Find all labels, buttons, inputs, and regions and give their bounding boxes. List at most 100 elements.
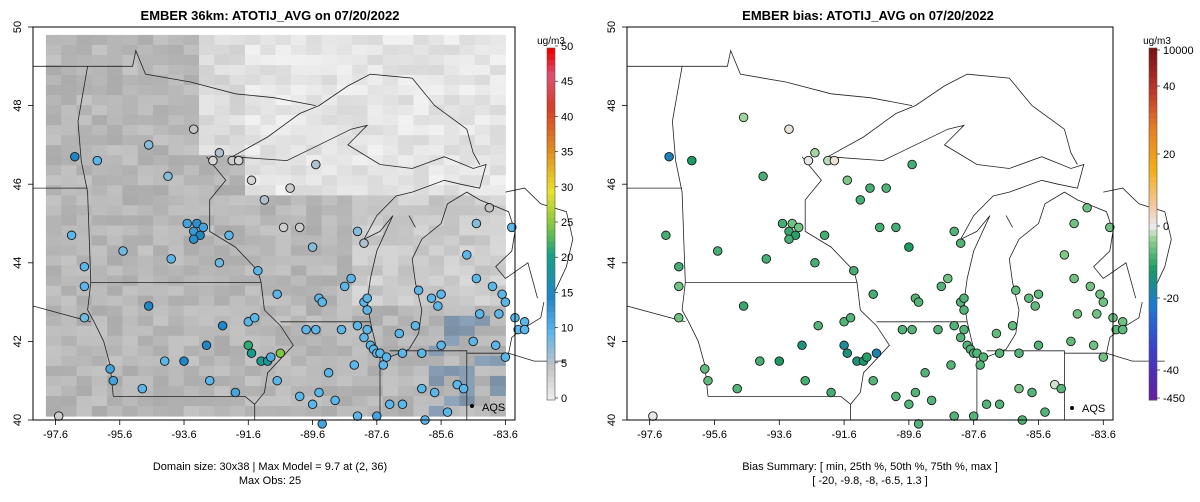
model-cell — [76, 125, 93, 136]
colorbar-segment — [1149, 364, 1157, 372]
obs-point — [490, 340, 501, 351]
obs-point — [738, 301, 749, 311]
model-cell — [490, 295, 506, 307]
model-cell — [76, 215, 93, 226]
model-cell — [76, 335, 93, 347]
model-cell — [367, 165, 384, 176]
model-cell — [199, 386, 215, 397]
panel-left-model-raster — [45, 34, 506, 417]
model-cell — [199, 305, 215, 317]
model-cell — [91, 285, 108, 297]
model-cell — [474, 285, 491, 297]
x-tick-label: -93.6 — [171, 429, 196, 441]
model-cell — [413, 135, 430, 146]
model-cell — [352, 325, 369, 337]
model-cell — [137, 295, 154, 307]
border-ia-mo — [708, 396, 851, 405]
model-cell — [107, 335, 123, 347]
model-cell — [153, 155, 169, 166]
model-cell — [428, 215, 445, 226]
model-cell — [306, 195, 323, 206]
model-cell — [245, 305, 261, 317]
model-cell — [107, 145, 123, 156]
model-cell — [260, 345, 277, 357]
model-cell — [153, 165, 169, 176]
obs-point — [949, 320, 959, 331]
model-cell — [45, 396, 62, 407]
model-cell — [168, 265, 185, 277]
model-cell — [459, 195, 476, 206]
model-cell — [444, 185, 460, 196]
obs-point — [904, 242, 914, 252]
model-cell — [153, 135, 169, 146]
model-cell — [61, 155, 78, 166]
model-cell — [490, 265, 506, 277]
colorbar-segment — [1149, 124, 1157, 131]
colorbar-segment — [547, 294, 555, 301]
model-cell — [199, 34, 215, 46]
model-cell — [352, 34, 369, 46]
model-cell — [45, 345, 62, 357]
obs-point — [204, 375, 215, 386]
model-cell — [290, 265, 307, 277]
model-cell — [245, 335, 261, 347]
model-cell — [137, 195, 154, 206]
colorbar-segment — [1149, 312, 1157, 319]
obs-point — [803, 155, 814, 166]
model-cell — [76, 396, 93, 407]
model-cell — [153, 115, 169, 126]
model-cell — [229, 396, 246, 407]
obs-point — [755, 356, 765, 366]
obs-point — [362, 293, 372, 303]
model-cell — [260, 245, 277, 257]
model-cell — [76, 44, 93, 56]
model-cell — [168, 135, 185, 146]
model-cell — [352, 135, 369, 146]
obs-point — [703, 375, 713, 386]
model-cell — [168, 105, 185, 116]
model-cell — [107, 65, 123, 76]
model-cell — [398, 225, 414, 237]
model-cell — [153, 325, 169, 337]
colorbar-tick-label: 40 — [1163, 81, 1175, 93]
model-cell — [153, 195, 169, 206]
panel-right-title: EMBER bias: ATOTIJ_AVG on 07/20/2022 — [742, 8, 994, 23]
colorbar-segment — [547, 335, 555, 342]
model-cell — [321, 185, 338, 196]
model-cell — [61, 175, 78, 186]
model-cell — [91, 386, 108, 397]
model-cell — [275, 165, 292, 176]
model-cell — [122, 396, 139, 407]
model-cell — [107, 95, 123, 106]
model-cell — [413, 355, 430, 367]
x-tick-label: -91.6 — [236, 429, 261, 441]
model-cell — [76, 185, 93, 196]
model-cell — [199, 345, 215, 357]
model-cell — [474, 115, 491, 126]
panel-right-colorbar: 10000 40 20 0 -20 -40 -450 — [1148, 45, 1194, 405]
obs-point — [230, 387, 241, 398]
model-cell — [229, 75, 246, 86]
model-cell — [290, 105, 307, 116]
model-cell — [168, 34, 185, 46]
obs-point — [249, 313, 260, 323]
model-cell — [229, 185, 246, 196]
colorbar-tick-label: -450 — [1163, 393, 1185, 405]
model-cell — [153, 34, 169, 46]
obs-point — [1069, 218, 1079, 229]
obs-point — [849, 265, 859, 276]
model-cell — [153, 375, 169, 387]
model-cell — [321, 165, 338, 176]
obs-point — [182, 218, 192, 229]
model-cell — [183, 165, 200, 176]
model-cell — [352, 285, 369, 297]
model-cell — [61, 125, 78, 136]
model-cell — [474, 85, 491, 96]
model-cell — [459, 54, 476, 66]
model-cell — [275, 396, 292, 407]
model-cell — [153, 175, 169, 186]
obs-point — [494, 309, 504, 319]
model-cell — [214, 235, 231, 247]
model-cell — [199, 315, 215, 327]
model-cell — [336, 165, 353, 176]
